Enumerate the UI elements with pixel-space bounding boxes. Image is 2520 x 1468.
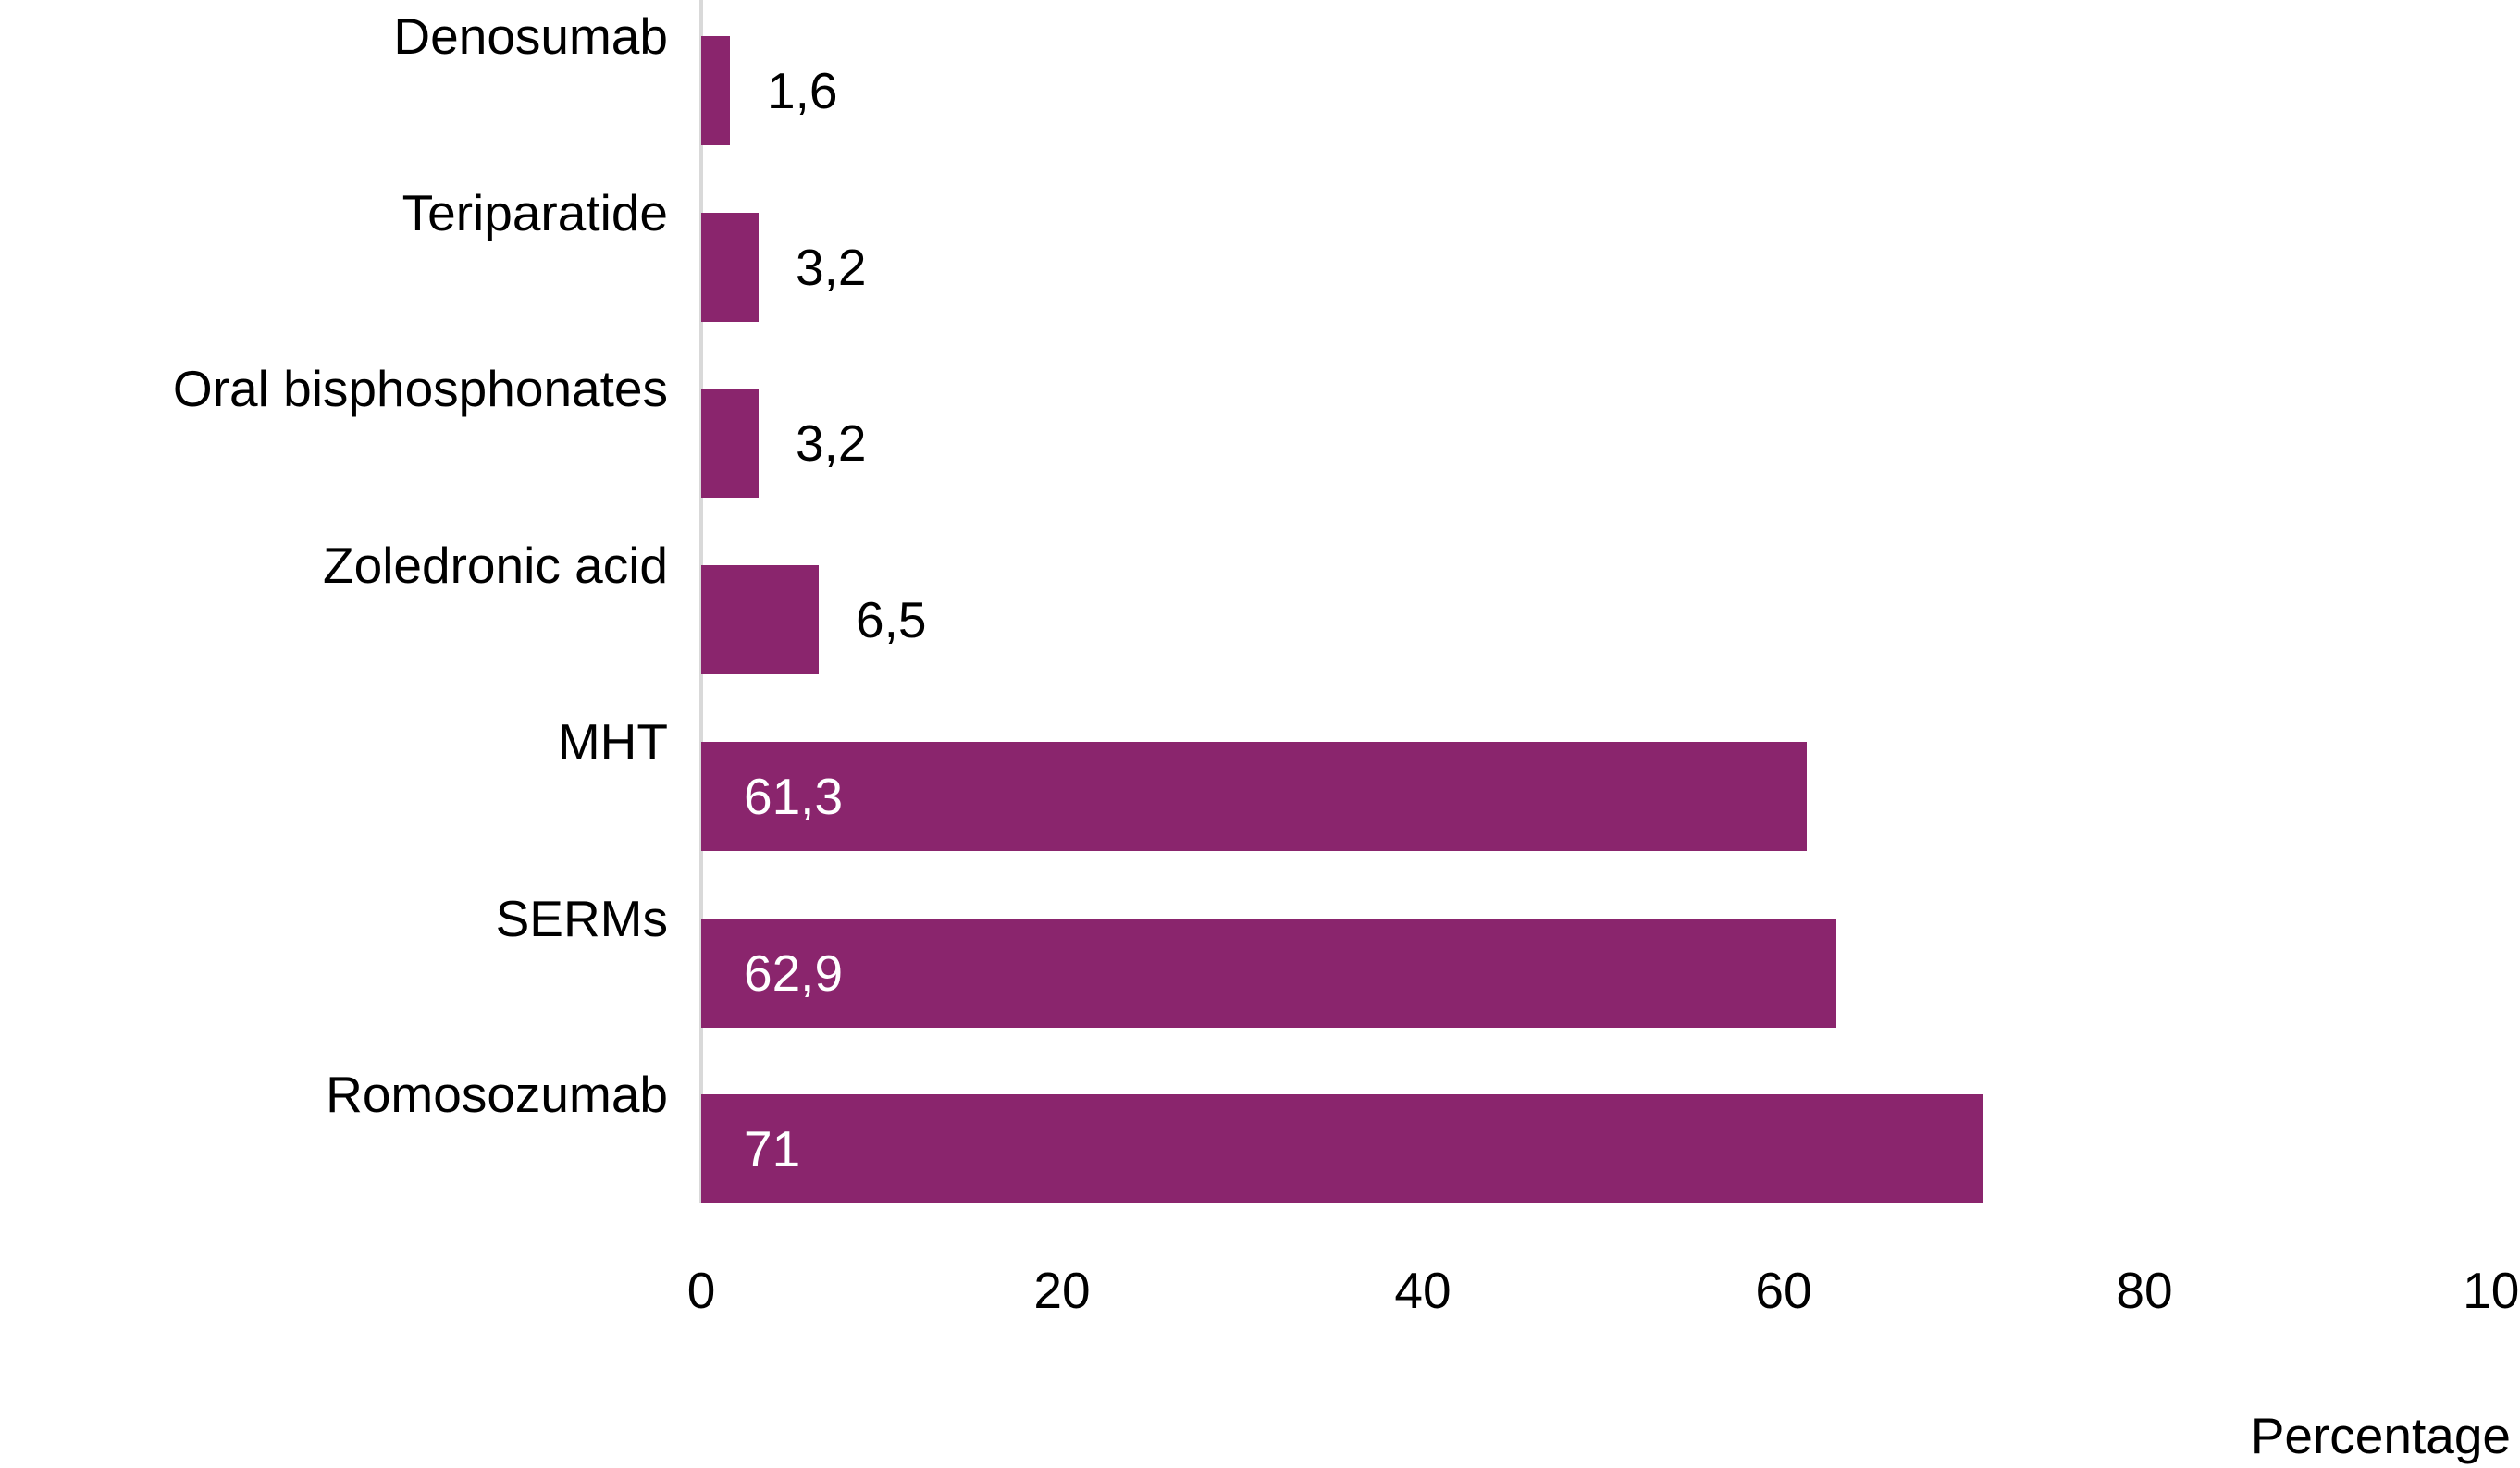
x-tick-label: 60 xyxy=(1755,1262,1812,1319)
x-tick-label: 100 xyxy=(2463,1262,2520,1319)
x-tick-label: 80 xyxy=(2116,1262,2173,1319)
bar xyxy=(701,919,1836,1028)
category-label: Denosumab xyxy=(393,7,668,65)
x-axis-title: Percentage xyxy=(2250,1407,2511,1464)
value-label: 1,6 xyxy=(767,62,838,119)
bar xyxy=(701,565,819,674)
x-tick-label: 0 xyxy=(686,1262,716,1319)
bar xyxy=(701,1094,1983,1203)
category-label: Oral bisphosphonates xyxy=(172,360,668,417)
category-label: MHT xyxy=(557,713,668,771)
value-label: 6,5 xyxy=(856,591,927,648)
category-label: Teriparatide xyxy=(401,184,668,241)
value-label: 3,2 xyxy=(796,414,867,472)
value-label: 71 xyxy=(744,1120,801,1178)
value-label: 61,3 xyxy=(744,768,844,825)
category-label: Romosozumab xyxy=(326,1066,668,1123)
bar xyxy=(701,36,730,145)
x-tick-label: 40 xyxy=(1394,1262,1451,1319)
x-tick-label: 20 xyxy=(1033,1262,1091,1319)
value-label: 3,2 xyxy=(796,239,867,296)
bar xyxy=(701,389,759,498)
value-label: 62,9 xyxy=(744,944,844,1002)
category-label: Zoledronic acid xyxy=(323,537,668,594)
bar xyxy=(701,213,759,322)
bar xyxy=(701,742,1807,851)
category-label: SERMs xyxy=(495,890,668,947)
